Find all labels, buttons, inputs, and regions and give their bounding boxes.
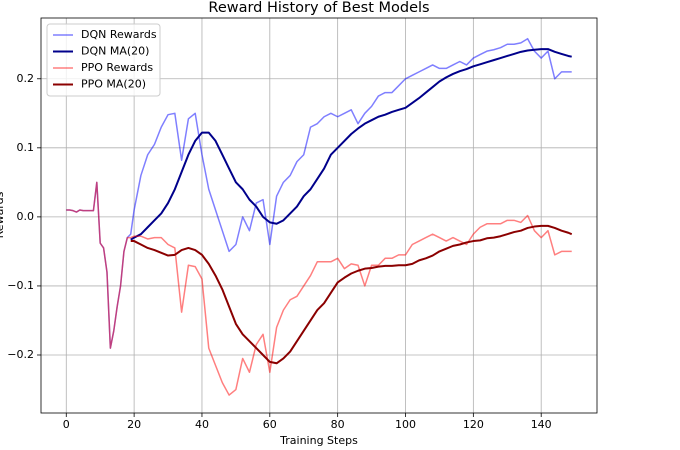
legend-label: DQN Rewards xyxy=(81,28,157,41)
legend: DQN Rewards DQN MA(20) PPO Rewards PPO MA(2… xyxy=(46,23,161,97)
x-tick-label: 80 xyxy=(331,418,345,431)
y-tick-label: 0.2 xyxy=(17,72,35,85)
x-tick-label: 140 xyxy=(531,418,552,431)
y-tick-label: 0.0 xyxy=(17,210,35,223)
chart-title: Reward History of Best Models xyxy=(208,0,429,16)
x-tick-label: 40 xyxy=(195,418,209,431)
x-tick-label: 100 xyxy=(395,418,416,431)
x-tick-label: 120 xyxy=(463,418,484,431)
data-line xyxy=(130,48,572,241)
x-tick-label: 20 xyxy=(127,418,141,431)
x-axis-label: Training Steps xyxy=(279,434,358,447)
y-axis-label: Rewards xyxy=(0,191,6,238)
y-tick-label: −0.2 xyxy=(7,348,34,361)
plot-frame xyxy=(40,17,598,414)
x-tick-label: 60 xyxy=(263,418,277,431)
legend-label: DQN MA(20) xyxy=(81,45,149,58)
legend-label: PPO Rewards xyxy=(81,61,153,74)
y-tick-label: −0.1 xyxy=(7,279,34,292)
data-line xyxy=(66,181,572,396)
data-line xyxy=(130,224,573,365)
x-tick-label: 0 xyxy=(63,418,70,431)
legend-box xyxy=(46,23,161,97)
y-tick-label: 0.1 xyxy=(17,141,35,154)
legend-label: PPO MA(20) xyxy=(81,78,146,91)
